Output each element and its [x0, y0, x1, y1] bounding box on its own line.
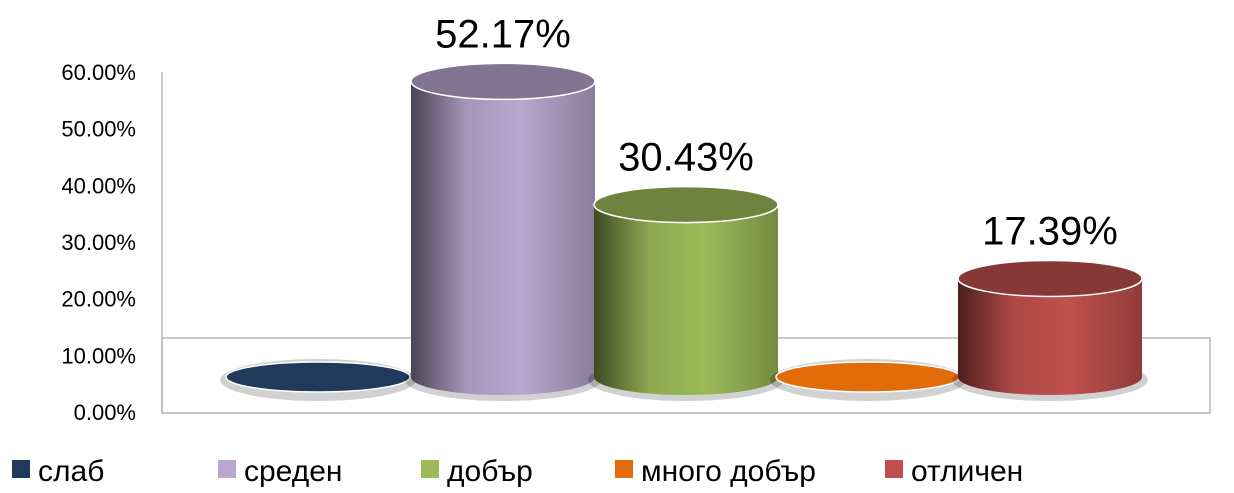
legend-item-3: добър — [421, 455, 533, 488]
legend-label: среден — [244, 455, 342, 488]
y-tick-label: 50.00% — [61, 117, 136, 142]
bar-top — [410, 62, 596, 101]
legend-item-1: слаб — [12, 455, 104, 488]
bar-top — [225, 361, 411, 393]
bar-2 — [405, 62, 601, 401]
data-label: 17.39% — [982, 209, 1118, 253]
bar-body — [594, 204, 778, 395]
legend-item-4: много добър — [615, 455, 816, 488]
data-label: 30.43% — [618, 136, 754, 180]
y-tick-label: 20.00% — [61, 287, 136, 312]
bar-4 — [770, 359, 966, 401]
bar-top — [957, 259, 1143, 298]
bar-1 — [220, 359, 416, 401]
legend-swatch — [885, 460, 903, 478]
data-labels: 52.17% 30.43% 17.39% — [435, 12, 1118, 253]
chart-floor — [161, 337, 1211, 414]
legend-label: слаб — [38, 455, 104, 488]
bars — [220, 62, 1148, 401]
y-tick-label: 0.00% — [74, 400, 136, 425]
y-tick-label: 10.00% — [61, 343, 136, 368]
bar-body — [958, 278, 1142, 395]
bar-5 — [952, 259, 1148, 401]
bar-top — [775, 361, 961, 393]
legend-swatch — [421, 460, 439, 478]
bar-3 — [588, 185, 784, 401]
legend-item-2: среден — [218, 455, 342, 488]
legend-label: добър — [447, 455, 533, 488]
legend-swatch — [12, 460, 30, 478]
legend-item-5: отличен — [885, 455, 1023, 488]
data-label: 52.17% — [435, 12, 571, 56]
legend-label: отличен — [911, 455, 1023, 488]
y-tick-label: 60.00% — [61, 60, 136, 85]
y-tick-label: 40.00% — [61, 173, 136, 198]
bar-body — [411, 81, 595, 396]
y-axis: 0.00% 10.00% 20.00% 30.00% 40.00% 50.00% 60.00… — [61, 60, 163, 425]
bar-top — [593, 185, 779, 224]
legend-swatch — [218, 460, 236, 478]
legend: слаб среден добър много добър отличен — [12, 455, 1023, 488]
chart-floor-outline — [161, 337, 1211, 414]
y-tick-label: 30.00% — [61, 230, 136, 255]
legend-swatch — [615, 460, 633, 478]
legend-label: много добър — [641, 455, 816, 488]
